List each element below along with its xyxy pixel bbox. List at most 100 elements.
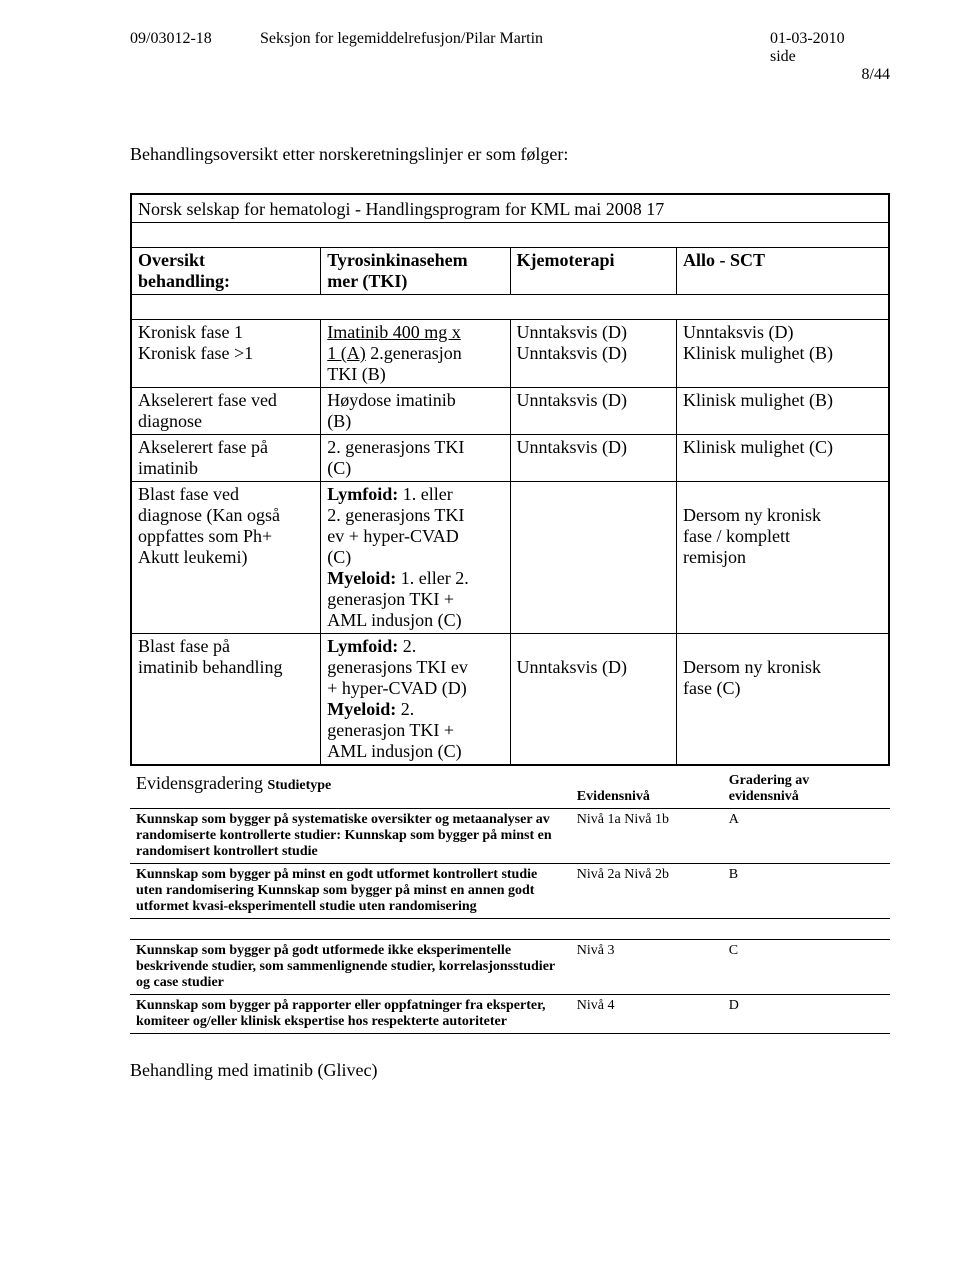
text: TKI (B) [327, 364, 385, 384]
text: Unntaksvis (D) [517, 322, 628, 342]
text: Dersom ny kronisk [683, 505, 821, 525]
table-title-row: Norsk selskap for hematologi - Handlings… [132, 195, 889, 223]
cell: Dersom ny kronisk fase / komplett remisj… [677, 482, 889, 634]
text: (C) [327, 458, 351, 478]
text: AML indusjon (C) [327, 610, 461, 630]
text: Lymfoid: [327, 636, 398, 656]
text: Gradering av [729, 773, 810, 788]
table-header-row: Oversikt behandling: Tyrosinkinasehem me… [132, 248, 889, 295]
row-akselerert-imatinib: Akselerert fase på imatinib 2. generasjo… [132, 435, 889, 482]
evidence-level: Nivå 4 [571, 995, 723, 1034]
hdr-col-3: Allo - SCT [677, 248, 889, 295]
header-right: 01-03-2010 side 8/44 [770, 30, 890, 84]
text: generasjon TKI + [327, 589, 454, 609]
text: 2. [398, 636, 416, 656]
final-heading: Behandling med imatinib (Glivec) [130, 1060, 890, 1081]
cell: Blast fase på imatinib behandling [132, 634, 321, 765]
text: imatinib [138, 458, 198, 478]
header-section: Seksjon for legemiddelrefusjon/Pilar Mar… [260, 30, 770, 84]
evidence-row: Kunnskap som bygger på godt utformede ik… [130, 940, 890, 995]
evidence-level: Nivå 3 [571, 940, 723, 995]
hdr-col-0a: Oversikt [138, 250, 205, 270]
cell: Akselerert fase på imatinib [132, 435, 321, 482]
text: fase (C) [683, 678, 740, 698]
cell: Lymfoid: 2. generasjons TKI ev + hyper-C… [321, 634, 510, 765]
treatment-table-wrap: Norsk selskap for hematologi - Handlings… [130, 193, 890, 766]
evidence-grade: C [723, 940, 890, 995]
text: Myeloid: [327, 568, 396, 588]
header-date: 01-03-2010 [770, 30, 845, 47]
text: imatinib behandling [138, 657, 282, 677]
cell: Unntaksvis (D) Unntaksvis (D) [510, 320, 677, 388]
row-blast-diagnose: Blast fase ved diagnose (Kan også oppfat… [132, 482, 889, 634]
cell: Unntaksvis (D) [510, 388, 677, 435]
page-header: 09/03012-18 Seksjon for legemiddelrefusj… [130, 30, 890, 84]
text: diagnose [138, 411, 202, 431]
text: 2. [396, 699, 414, 719]
text: generasjon TKI + [327, 720, 454, 740]
text: Unntaksvis (D) [683, 322, 794, 342]
text: 2. generasjons TKI [327, 437, 464, 457]
text: remisjon [683, 547, 746, 567]
hdr-col-1b: mer (TKI) [327, 271, 407, 291]
evidence-row: Kunnskap som bygger på rapporter eller o… [130, 995, 890, 1034]
cell: Klinisk mulighet (B) [677, 388, 889, 435]
evidence-row: Kunnskap som bygger på systematiske over… [130, 809, 890, 864]
text: (C) [327, 547, 351, 567]
evidence-title: Evidensgradering Studietype [130, 770, 571, 809]
text: 1 (A) [327, 343, 366, 363]
text: (B) [327, 411, 351, 431]
evidence-desc: Kunnskap som bygger på systematiske over… [130, 809, 571, 864]
cell: 2. generasjons TKI (C) [321, 435, 510, 482]
spacer-row [132, 223, 889, 248]
evidence-grade: D [723, 995, 890, 1034]
evidence-desc: Kunnskap som bygger på godt utformede ik… [130, 940, 571, 995]
text: Myeloid: [327, 699, 396, 719]
evidence-h1: Evidensnivå [571, 770, 723, 809]
cell: Kronisk fase 1 Kronisk fase >1 [132, 320, 321, 388]
treatment-table: Norsk selskap for hematologi - Handlings… [131, 194, 889, 765]
evidence-table: Evidensgradering Studietype Evidensnivå … [130, 770, 890, 1034]
hdr-col-0: Oversikt behandling: [132, 248, 321, 295]
cell: Imatinib 400 mg x 1 (A) 2.generasjon TKI… [321, 320, 510, 388]
evidence-level: Nivå 2a Nivå 2b [571, 864, 723, 919]
evidence-h2: Gradering av evidensnivå [723, 770, 890, 809]
evidence-desc: Kunnskap som bygger på rapporter eller o… [130, 995, 571, 1034]
text: Akselerert fase på [138, 437, 268, 457]
text: evidensnivå [729, 789, 799, 804]
text: Blast fase på [138, 636, 230, 656]
cell [510, 482, 677, 634]
header-side-label: side [770, 48, 796, 65]
evidence-grade: B [723, 864, 890, 919]
evidence-title-b: Studietype [267, 778, 331, 793]
intro-text: Behandlingsoversikt etter norskeretnings… [130, 144, 890, 165]
hdr-col-2: Kjemoterapi [510, 248, 677, 295]
text: AML indusjon (C) [327, 741, 461, 761]
text: Dersom ny kronisk [683, 657, 821, 677]
text: 1. eller 2. [396, 568, 468, 588]
text: Unntaksvis (D) [517, 343, 628, 363]
text: Lymfoid: [327, 484, 398, 504]
cell: Unntaksvis (D) [510, 435, 677, 482]
table-title: Norsk selskap for hematologi - Handlings… [132, 195, 889, 223]
evidence-row: Kunnskap som bygger på minst en godt utf… [130, 864, 890, 919]
hdr-col-1: Tyrosinkinasehem mer (TKI) [321, 248, 510, 295]
spacer-row [132, 295, 889, 320]
cell: Unntaksvis (D) [510, 634, 677, 765]
evidence-header-row: Evidensgradering Studietype Evidensnivå … [130, 770, 890, 809]
text: Akselerert fase ved [138, 390, 277, 410]
hdr-col-0b: behandling: [138, 271, 230, 291]
text: Akutt leukemi) [138, 547, 247, 567]
evidence-title-a: Evidensgradering [136, 773, 267, 793]
text: Høydose imatinib [327, 390, 456, 410]
text: ev + hyper-CVAD [327, 526, 458, 546]
row-blast-imatinib: Blast fase på imatinib behandling Lymfoi… [132, 634, 889, 765]
cell: Klinisk mulighet (C) [677, 435, 889, 482]
text: fase / komplett [683, 526, 790, 546]
row-akselerert-diagnose: Akselerert fase ved diagnose Høydose ima… [132, 388, 889, 435]
text: Klinisk mulighet (B) [683, 343, 833, 363]
cell: Unntaksvis (D) Klinisk mulighet (B) [677, 320, 889, 388]
text: Kronisk fase 1 [138, 322, 243, 342]
text: Kronisk fase >1 [138, 343, 253, 363]
text: Imatinib 400 mg x [327, 322, 461, 342]
